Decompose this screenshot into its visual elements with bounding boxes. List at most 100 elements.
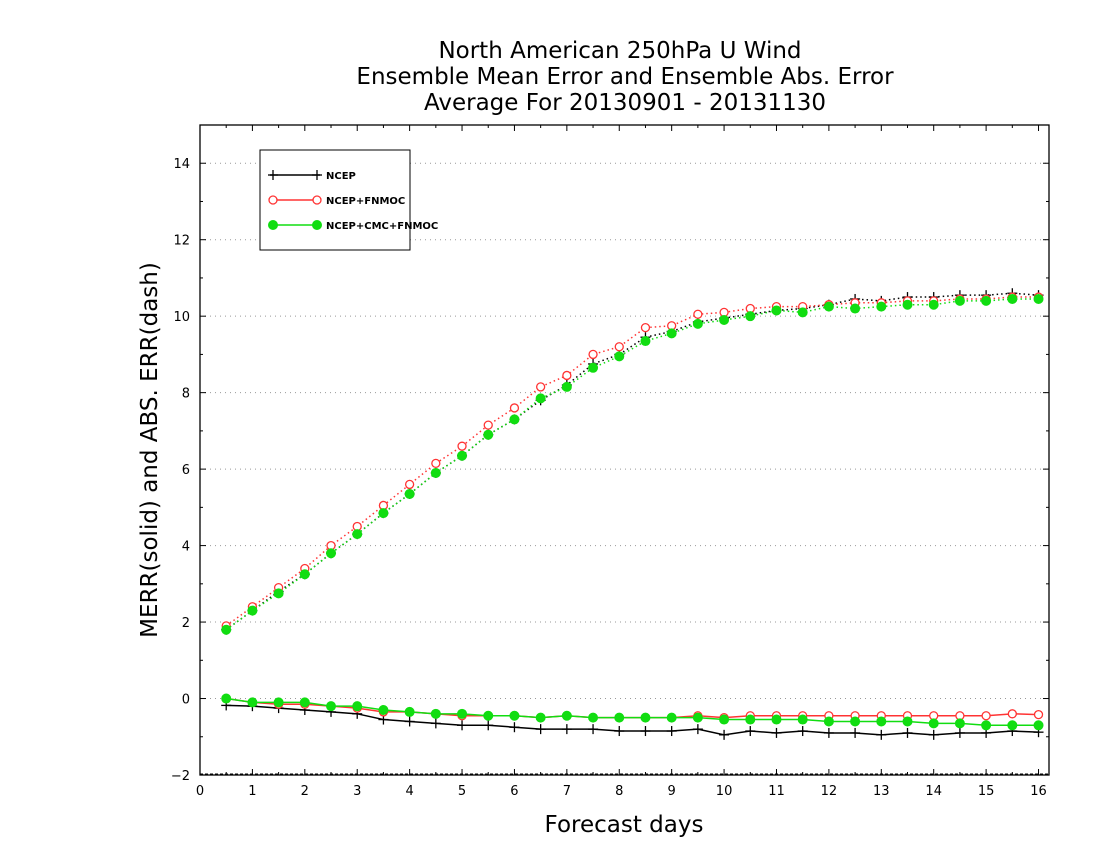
filled-circle-marker [850,303,861,314]
filled-circle-marker [692,712,703,723]
x-tick-label: 1 [248,784,256,799]
filled-circle-marker [535,393,546,404]
merr-line [226,704,1039,736]
filled-circle-marker [928,299,939,310]
plus-marker [666,726,677,737]
plus-marker [823,727,834,738]
open-circle-marker [312,195,322,205]
filled-circle-marker [404,488,415,499]
filled-circle-marker [876,301,887,312]
filled-circle-marker [771,714,782,725]
filled-circle-marker [1007,293,1018,304]
filled-circle-marker [483,429,494,440]
plus-marker [954,727,965,738]
legend-label: NCEP [326,171,356,182]
x-tick-label: 5 [458,784,466,799]
x-tick-label: 2 [301,784,309,799]
y-axis-title: MERR(solid) and ABS. ERR(dash) [137,262,163,638]
grid-layer [200,162,1049,775]
y-tick-label: 0 [182,693,190,708]
x-tick-label: 15 [978,784,995,799]
filled-circle-marker [745,311,756,322]
merr-line [226,697,1039,727]
legend: NCEP NCEP+FNMOC NCEP+CMC+FNMOC [259,149,438,251]
filled-circle-marker [928,718,939,729]
x-tick-label: 11 [768,784,785,799]
filled-circle-marker [954,718,965,729]
x-tick-label: 6 [510,784,518,799]
plus-marker [483,720,494,731]
y-tick-label: 8 [182,387,190,402]
filled-circle-marker [902,716,913,727]
y-tick-label: 14 [173,157,190,172]
open-circle-marker [483,420,493,430]
filled-circle-marker [1033,293,1044,304]
plot-frame [199,124,1050,776]
plus-marker [614,726,625,737]
filled-circle-marker [666,328,677,339]
filled-circle-marker [378,705,389,715]
abs-err-line [225,296,1039,627]
plus-marker [588,724,599,735]
filled-circle-marker [247,605,258,616]
filled-circle-marker [273,697,284,708]
legend-entry: NCEP [268,170,356,182]
plus-marker [745,726,756,737]
open-circle-marker [981,711,991,721]
y-tick-label: −2 [171,769,190,784]
filled-circle-marker [430,708,441,719]
filled-circle-marker [692,318,703,329]
plus-marker [902,727,913,738]
plus-marker [850,727,861,738]
filled-circle-marker [221,624,232,635]
filled-circle-marker [588,362,599,373]
x-tick-label: 10 [716,784,733,799]
plus-marker [719,729,730,740]
open-circle-marker [693,309,703,319]
filled-circle-marker [457,708,468,719]
plus-marker [928,729,939,740]
filled-circle-marker [352,529,363,540]
open-circle-marker [404,479,415,490]
filled-circle-marker [797,714,808,725]
chart-title-line-3: Average For 20130901 - 20131130 [424,90,826,116]
abs-err-line [225,298,1039,631]
plus-marker [640,726,651,737]
filled-circle-marker [850,716,861,727]
open-circle-marker [431,458,441,469]
series-ncep [221,288,1044,740]
filled-circle-marker [981,295,992,306]
filled-circle-marker [823,301,834,312]
legend-entries: NCEP NCEP+FNMOC NCEP+CMC+FNMOC [268,170,438,232]
filled-circle-marker [719,714,730,725]
x-tick-label: 9 [668,784,676,799]
y-tick-label: 10 [173,310,190,325]
x-tick-label: 0 [196,784,204,799]
filled-circle-marker [640,336,651,347]
plus-marker [692,724,703,735]
x-tick-label: 12 [821,784,838,799]
filled-circle-marker [299,569,310,580]
x-tick-label: 14 [925,784,942,799]
open-circle-marker [535,382,546,392]
series-ncep-fnmoc [221,292,1044,723]
x-tick-label: 4 [405,784,413,799]
filled-circle-marker [268,220,278,230]
filled-circle-marker [561,381,572,392]
filled-circle-marker [719,315,730,325]
filled-circle-marker [797,307,808,318]
filled-circle-marker [614,712,625,723]
filled-circle-marker [352,701,363,712]
open-circle-marker [268,195,278,205]
chart-title-line-1: North American 250hPa U Wind [438,38,801,64]
filled-circle-marker [483,710,494,721]
filled-circle-marker [247,697,258,708]
open-circle-marker [457,441,467,451]
plus-marker [457,720,468,731]
x-tick-label: 7 [563,784,571,799]
legend-label: NCEP+CMC+FNMOC [326,221,438,232]
merr-line [226,697,1039,719]
x-axis-title: Forecast days [545,812,704,838]
